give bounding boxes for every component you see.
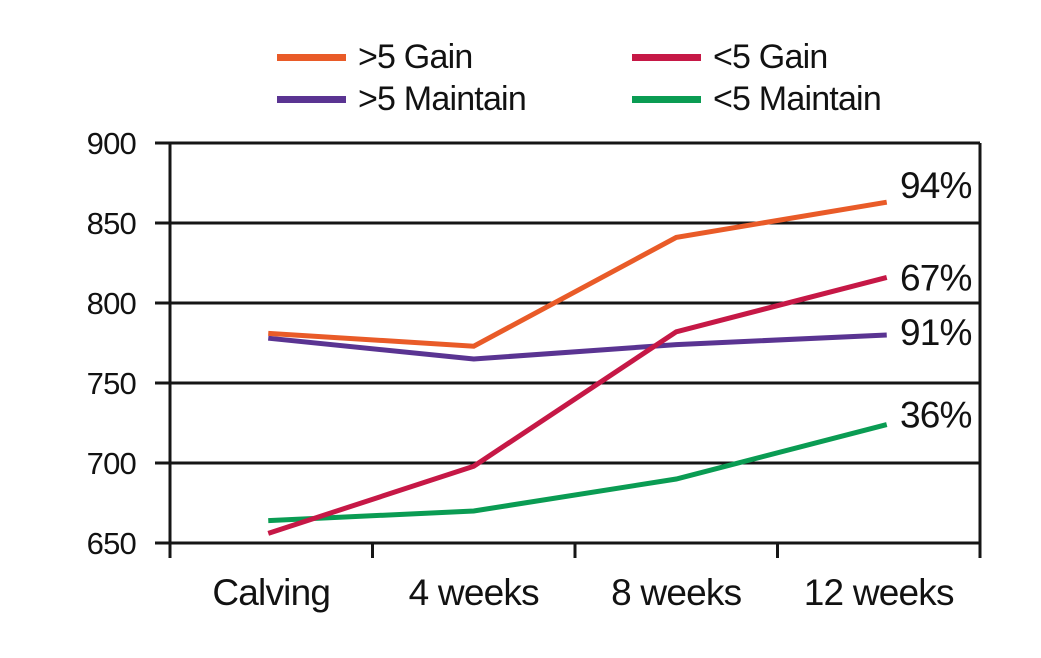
series-line--5-maintain xyxy=(268,422,888,524)
series-end-label--5-maintain: 91% xyxy=(900,312,972,353)
legend-item-lt5-gain: <5 Gain xyxy=(632,38,828,76)
legend-label-gt5-maintain: >5 Maintain xyxy=(358,80,527,118)
y-tick-label: 800 xyxy=(87,286,137,321)
y-tick-label: 850 xyxy=(87,206,137,241)
legend-item-lt5-maintain: <5 Maintain xyxy=(632,80,882,118)
x-tick-label: 8 weeks xyxy=(611,572,741,613)
legend-item-gt5-maintain: >5 Maintain xyxy=(277,80,527,118)
legend-item-gt5-gain: >5 Gain xyxy=(277,38,473,76)
series-end-label--5-maintain: 36% xyxy=(900,395,972,436)
x-tick-label: 4 weeks xyxy=(409,572,539,613)
series-end-label--5-gain: 94% xyxy=(900,165,972,206)
legend-label-lt5-gain: <5 Gain xyxy=(713,38,828,76)
legend-label-lt5-maintain: <5 Maintain xyxy=(713,80,882,118)
lt5-gain-swatch xyxy=(632,53,701,61)
gt5-gain-swatch xyxy=(277,53,346,61)
y-tick-label: 750 xyxy=(87,366,137,401)
legend-label-gt5-gain: >5 Gain xyxy=(358,38,473,76)
lt5-maintain-swatch xyxy=(632,95,701,103)
series-line--5-gain xyxy=(268,199,888,349)
x-tick-label: 12 weeks xyxy=(804,572,954,613)
y-tick-label: 900 xyxy=(87,126,137,161)
series-line--5-maintain xyxy=(267,332,887,362)
gt5-maintain-swatch xyxy=(277,95,346,103)
series-line--5-gain xyxy=(267,274,888,536)
y-tick-label: 700 xyxy=(87,446,137,481)
x-tick-label: Calving xyxy=(212,572,330,613)
y-tick-label: 650 xyxy=(87,526,137,561)
series-end-label--5-gain: 67% xyxy=(900,257,972,298)
